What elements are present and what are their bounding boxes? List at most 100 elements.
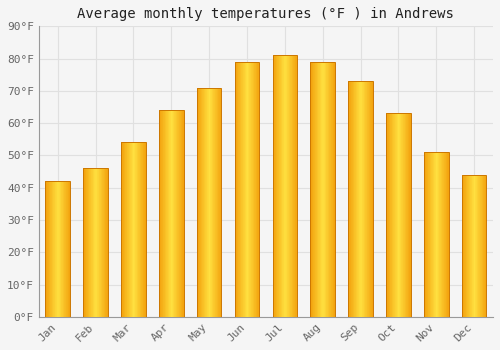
Bar <box>257 62 258 317</box>
Bar <box>57 181 58 317</box>
Bar <box>477 175 478 317</box>
Bar <box>201 88 202 317</box>
Bar <box>358 81 360 317</box>
Bar <box>209 88 210 317</box>
Bar <box>363 81 364 317</box>
Bar <box>248 62 249 317</box>
Bar <box>205 88 206 317</box>
Bar <box>219 88 220 317</box>
Bar <box>68 181 69 317</box>
Bar <box>100 168 101 317</box>
Bar <box>210 88 211 317</box>
Bar <box>247 62 248 317</box>
Title: Average monthly temperatures (°F ) in Andrews: Average monthly temperatures (°F ) in An… <box>78 7 454 21</box>
Bar <box>69 181 70 317</box>
Bar <box>197 88 222 317</box>
Bar <box>465 175 466 317</box>
Bar <box>407 113 408 317</box>
Bar <box>175 110 176 317</box>
Bar <box>97 168 98 317</box>
Bar <box>216 88 217 317</box>
Bar <box>438 152 440 317</box>
Bar <box>311 62 312 317</box>
Bar <box>176 110 177 317</box>
Bar <box>404 113 405 317</box>
Bar <box>84 168 85 317</box>
Bar <box>142 142 144 317</box>
Bar <box>400 113 401 317</box>
Bar <box>178 110 180 317</box>
Bar <box>285 55 286 317</box>
Bar <box>328 62 329 317</box>
Bar <box>424 152 425 317</box>
Bar <box>314 62 316 317</box>
Bar <box>126 142 128 317</box>
Bar <box>94 168 95 317</box>
Bar <box>393 113 394 317</box>
Bar <box>202 88 203 317</box>
Bar <box>66 181 67 317</box>
Bar <box>133 142 134 317</box>
Bar <box>62 181 64 317</box>
Bar <box>371 81 372 317</box>
Bar <box>253 62 254 317</box>
Bar <box>399 113 400 317</box>
Bar <box>164 110 165 317</box>
Bar <box>364 81 365 317</box>
Bar <box>284 55 285 317</box>
Bar <box>435 152 436 317</box>
Bar <box>250 62 252 317</box>
Bar <box>52 181 53 317</box>
Bar <box>280 55 281 317</box>
Bar <box>429 152 430 317</box>
Bar <box>481 175 482 317</box>
Bar <box>329 62 330 317</box>
Bar <box>361 81 362 317</box>
Bar <box>170 110 172 317</box>
Bar <box>137 142 138 317</box>
Bar <box>440 152 441 317</box>
Bar <box>48 181 49 317</box>
Bar <box>213 88 214 317</box>
Bar <box>54 181 56 317</box>
Bar <box>49 181 50 317</box>
Bar <box>58 181 59 317</box>
Bar <box>406 113 407 317</box>
Bar <box>324 62 325 317</box>
Bar <box>391 113 392 317</box>
Bar <box>352 81 353 317</box>
Bar <box>220 88 221 317</box>
Bar <box>294 55 296 317</box>
Bar <box>162 110 164 317</box>
Bar <box>208 88 209 317</box>
Bar <box>123 142 124 317</box>
Bar <box>464 175 465 317</box>
Bar <box>427 152 428 317</box>
Bar <box>160 110 161 317</box>
Bar <box>255 62 256 317</box>
Bar <box>325 62 326 317</box>
Bar <box>355 81 356 317</box>
Bar <box>397 113 398 317</box>
Bar <box>159 110 160 317</box>
Bar <box>240 62 241 317</box>
Bar <box>241 62 242 317</box>
Bar <box>102 168 103 317</box>
Bar <box>433 152 434 317</box>
Bar <box>98 168 100 317</box>
Bar <box>141 142 142 317</box>
Bar <box>368 81 369 317</box>
Bar <box>258 62 260 317</box>
Bar <box>197 88 198 317</box>
Bar <box>471 175 472 317</box>
Bar <box>86 168 87 317</box>
Bar <box>256 62 257 317</box>
Bar <box>390 113 391 317</box>
Bar <box>106 168 108 317</box>
Bar <box>446 152 448 317</box>
Bar <box>369 81 370 317</box>
Bar <box>50 181 51 317</box>
Bar <box>65 181 66 317</box>
Bar <box>53 181 54 317</box>
Bar <box>122 142 123 317</box>
